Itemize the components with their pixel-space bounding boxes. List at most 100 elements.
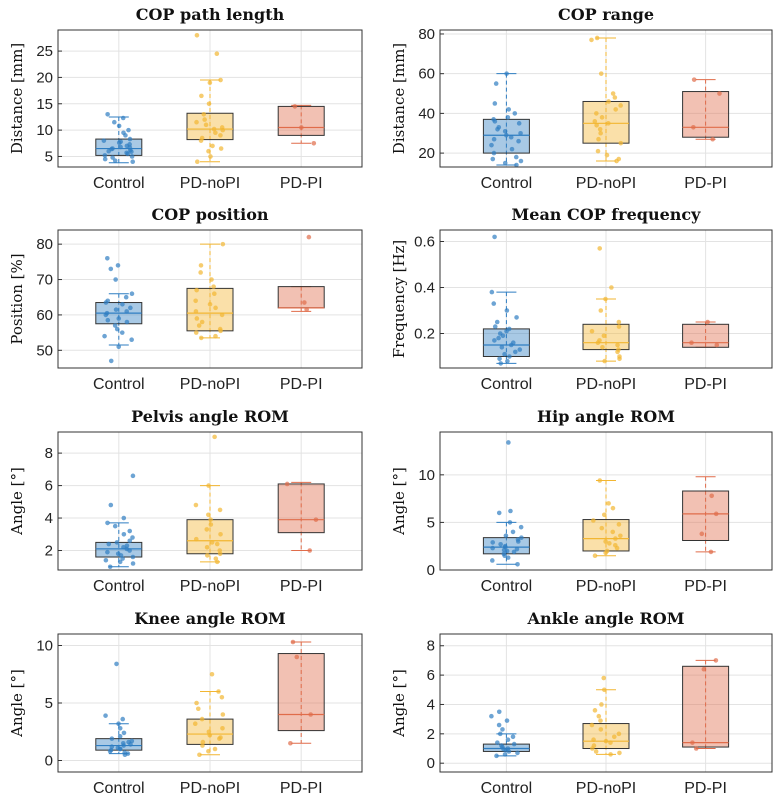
data-point-Control [510, 340, 516, 346]
data-point-PD-noPI [592, 553, 598, 559]
data-point-PD-PI [307, 548, 313, 553]
data-point-PD-noPI [598, 130, 603, 136]
data-point-PD-noPI [618, 140, 624, 146]
data-point-Control [490, 558, 495, 563]
data-point-PD-noPI [594, 35, 600, 41]
x-tick-label: PD-noPI [576, 376, 636, 393]
data-point-Control [108, 358, 114, 364]
data-point-PD-noPI [615, 342, 620, 348]
data-point-PD-noPI [203, 122, 209, 128]
data-point-Control [113, 277, 118, 282]
data-point-Control [516, 138, 521, 144]
data-point-Control [501, 746, 506, 752]
data-point-PD-noPI [595, 148, 601, 154]
data-point-PD-noPI [193, 536, 199, 542]
data-point-PD-PI [288, 740, 293, 746]
chart-panel-7: Knee angle ROM Angle [°] 0 5 10 Control PD-noP… [8, 609, 363, 797]
data-point-Control [130, 554, 136, 560]
data-point-PD-noPI [212, 291, 217, 296]
data-point-Control [105, 549, 110, 555]
data-point-Control [505, 737, 511, 743]
data-point-PD-noPI [610, 505, 616, 511]
data-point-Control [116, 123, 122, 129]
data-point-Control [106, 541, 112, 547]
data-point-Control [124, 543, 130, 548]
data-point-Control [110, 155, 115, 160]
data-point-PD-noPI [618, 103, 623, 108]
data-point-Control [120, 115, 126, 121]
data-point-PD-noPI [207, 80, 213, 85]
data-point-Control [513, 154, 519, 160]
data-point-PD-noPI [199, 135, 205, 141]
plot-frame [439, 431, 773, 571]
data-point-PD-noPI [589, 722, 595, 728]
data-point-Control [496, 709, 502, 715]
data-point-Control [107, 564, 113, 570]
y-tick-label: 2 [427, 726, 435, 743]
data-point-PD-noPI [198, 270, 203, 275]
y-tick-label: 6 [427, 667, 435, 684]
data-point-PD-noPI [601, 333, 607, 339]
data-point-PD-noPI [217, 507, 223, 513]
y-tick-label: 40 [418, 105, 435, 122]
data-point-PD-noPI [213, 333, 218, 339]
data-point-PD-noPI [210, 143, 215, 149]
data-point-Control [105, 298, 111, 304]
data-point-PD-noPI [217, 548, 223, 553]
data-point-PD-noPI [219, 312, 225, 318]
data-point-Control [113, 307, 119, 312]
y-axis-label: Position [%] [8, 253, 26, 344]
data-point-PD-PI [693, 746, 699, 751]
x-tick-label: PD-PI [280, 175, 323, 192]
data-point-Control [112, 158, 118, 163]
data-point-Control [127, 538, 133, 544]
plot-frame [439, 29, 773, 168]
x-tick-label: PD-PI [684, 780, 727, 797]
data-point-PD-noPI [219, 125, 225, 130]
data-point-PD-noPI [193, 298, 198, 304]
data-point-Control [127, 136, 133, 142]
data-point-PD-noPI [598, 718, 603, 723]
data-point-Control [119, 330, 125, 335]
data-point-Control [492, 324, 498, 329]
y-axis-label: Frequency [Hz] [390, 240, 408, 359]
x-tick-label: PD-PI [684, 578, 727, 595]
data-point-PD-noPI [606, 501, 611, 506]
data-point-PD-noPI [589, 37, 594, 43]
y-tick-label: 15 [36, 96, 53, 113]
data-point-PD-PI [299, 125, 304, 130]
data-point-PD-noPI [612, 95, 618, 100]
data-point-Control [507, 354, 512, 359]
data-point-Control [130, 473, 136, 479]
data-point-PD-noPI [197, 752, 202, 758]
data-point-Control [518, 158, 524, 164]
data-point-PD-noPI [617, 354, 622, 359]
x-tick-label: Control [93, 578, 145, 595]
data-point-Control [502, 160, 508, 166]
data-point-Control [506, 326, 512, 332]
data-point-Control [130, 561, 136, 566]
data-point-Control [512, 111, 518, 116]
y-tick-label: 10 [418, 467, 435, 484]
data-point-Control [513, 349, 518, 355]
box-PD-PI [277, 105, 325, 136]
data-point-PD-noPI [597, 126, 603, 132]
data-point-PD-noPI [194, 700, 199, 706]
data-point-PD-PI [708, 549, 714, 555]
data-point-Control [108, 266, 114, 272]
data-point-PD-noPI [609, 285, 614, 290]
box-Control [482, 328, 530, 357]
y-tick-label: 50 [36, 342, 53, 359]
data-point-PD-noPI [208, 522, 214, 527]
data-point-PD-noPI [208, 517, 213, 522]
data-point-Control [490, 156, 496, 162]
x-tick-label: Control [481, 376, 533, 393]
data-point-Control [503, 533, 509, 539]
data-point-Control [127, 142, 132, 147]
data-point-PD-noPI [194, 316, 200, 321]
data-point-PD-noPI [206, 729, 212, 735]
chart-panel-2: COP range Distance [mm] 20 40 60 80 Control PD-… [390, 5, 773, 192]
data-point-PD-noPI [195, 706, 201, 712]
chart-panel-3: COP position Position [%] 50 60 70 80 Control P… [8, 205, 363, 393]
data-point-Control [508, 508, 513, 514]
